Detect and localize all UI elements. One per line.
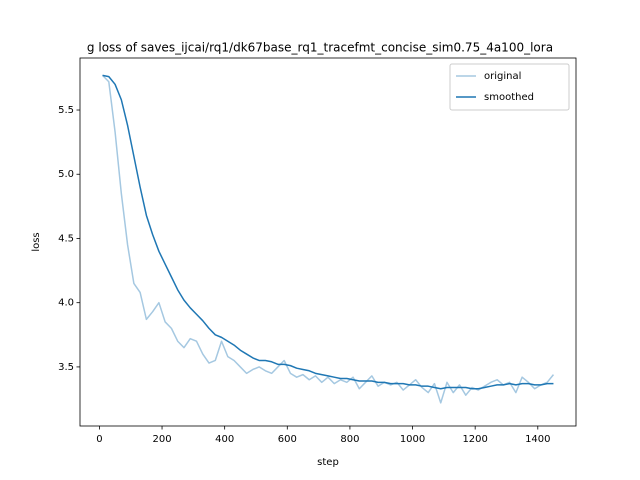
legend-label: smoothed (484, 92, 534, 103)
x-tick-label: 1000 (400, 434, 425, 445)
x-axis-label: step (317, 457, 339, 468)
chart-title: g loss of saves_ijcai/rq1/dk67base_rq1_t… (87, 41, 553, 55)
x-tick-label: 400 (215, 434, 234, 445)
y-tick-label: 3.5 (58, 362, 74, 373)
y-tick-label: 5.0 (58, 169, 74, 180)
x-tick-label: 600 (278, 434, 297, 445)
x-tick-label: 1200 (462, 434, 487, 445)
x-tick-label: 1400 (525, 434, 550, 445)
plot-frame (79, 57, 577, 427)
line-series (102, 74, 554, 390)
x-tick-label: 800 (340, 434, 359, 445)
legend-label: original (484, 71, 521, 82)
legend-box (449, 63, 570, 111)
y-tick-label: 4.5 (58, 233, 74, 244)
y-tick-label: 4.0 (58, 298, 74, 309)
y-tick-label: 5.5 (58, 105, 74, 116)
line-series (102, 74, 555, 404)
y-axis-label: loss (31, 232, 42, 251)
x-tick-label: 0 (96, 434, 102, 445)
x-tick-label: 200 (152, 434, 171, 445)
